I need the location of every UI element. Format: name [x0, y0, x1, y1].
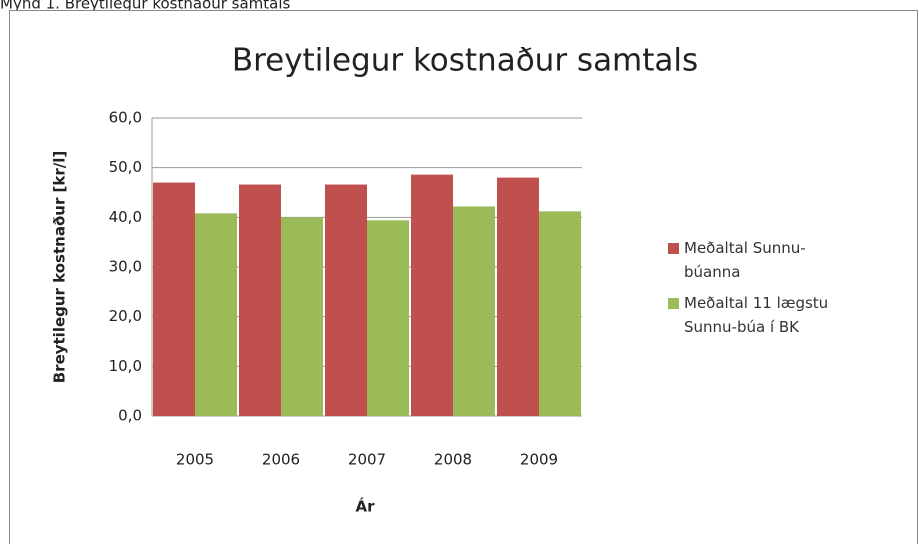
- y-axis-label: Breytilegur kostnaður [kr/l]: [51, 151, 69, 384]
- legend-label: Meðaltal Sunnu-búanna: [684, 239, 806, 281]
- x-tick-label: 2008: [434, 451, 472, 469]
- x-axis-label: Ár: [355, 497, 375, 516]
- y-tick-label: 40,0: [109, 208, 142, 226]
- legend-swatch: [668, 298, 679, 309]
- bar: [153, 182, 195, 416]
- bar: [497, 177, 539, 416]
- y-tick-label: 20,0: [109, 307, 142, 325]
- x-tick-label: 2007: [348, 451, 386, 469]
- bar: [239, 184, 281, 416]
- legend-entry: Meðaltal Sunnu-búanna: [684, 239, 806, 281]
- x-tick-label: 2009: [520, 451, 558, 469]
- y-tick-label: 30,0: [109, 258, 142, 276]
- bar: [539, 211, 581, 416]
- bar: [281, 217, 323, 416]
- caption: Mynd 1. Breytilegur kostnaður samtals: [0, 0, 291, 13]
- y-tick-label: 50,0: [109, 158, 142, 176]
- legend-swatch: [668, 243, 679, 254]
- bar: [367, 220, 409, 416]
- legend-label: Meðaltal 11 lægstu Sunnu-búa í BK: [684, 294, 829, 336]
- x-tick-label: 2006: [262, 451, 300, 469]
- y-tick-label: 60,0: [109, 109, 142, 127]
- x-tick-label: 2005: [176, 451, 214, 469]
- y-tick-label: 10,0: [109, 357, 142, 375]
- y-tick-label: 0,0: [118, 407, 142, 425]
- bar: [325, 184, 367, 416]
- bar: [453, 206, 495, 416]
- bar: [411, 174, 453, 416]
- chart-title: Breytilegur kostnaður samtals: [232, 43, 698, 79]
- bar: [195, 213, 237, 416]
- legend-entry: Meðaltal 11 lægstu Sunnu-búa í BK: [684, 294, 829, 336]
